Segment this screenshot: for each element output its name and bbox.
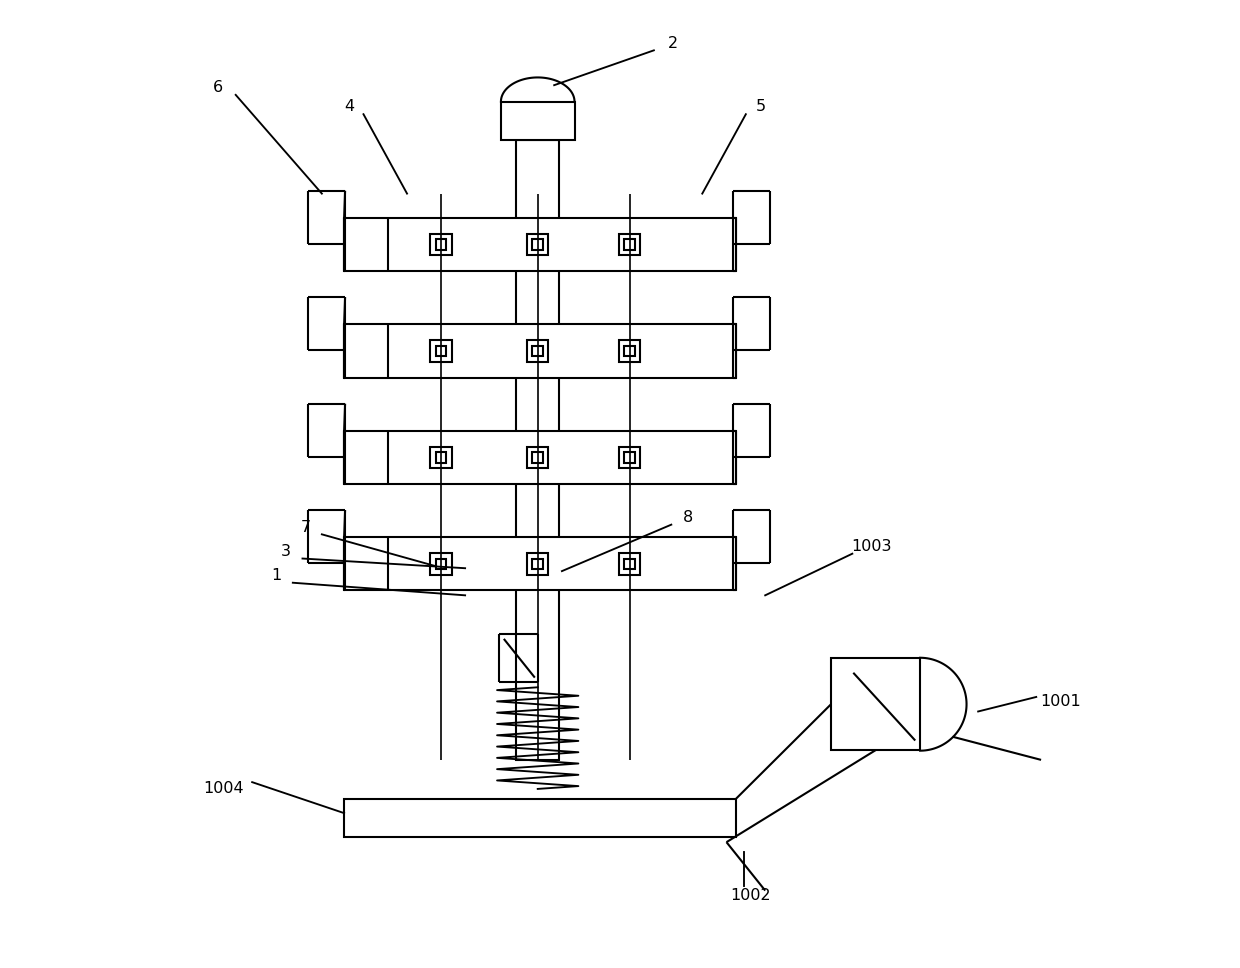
Bar (532, 239, 543, 250)
Bar (532, 452, 543, 463)
Bar (625, 559, 635, 569)
Bar (532, 559, 543, 569)
Text: 3: 3 (281, 544, 291, 560)
Bar (435, 452, 446, 463)
Text: 1002: 1002 (730, 888, 771, 903)
Text: 7: 7 (300, 520, 310, 535)
Text: 4: 4 (343, 99, 355, 114)
Bar (619, 553, 640, 575)
Bar (501, 102, 574, 140)
Bar (527, 233, 548, 255)
Text: 6: 6 (213, 79, 223, 95)
Bar (527, 340, 548, 361)
Bar (435, 239, 446, 250)
Text: 8: 8 (683, 510, 693, 526)
Bar (516, 140, 559, 760)
Bar (625, 452, 635, 463)
Bar (435, 559, 446, 569)
Bar (625, 346, 635, 356)
Bar (527, 553, 548, 575)
Bar (625, 239, 635, 250)
Text: 1: 1 (272, 568, 281, 584)
Bar (619, 233, 640, 255)
Bar (345, 218, 737, 271)
Bar (435, 346, 446, 356)
Bar (345, 431, 737, 484)
Bar (831, 658, 920, 750)
Bar (619, 446, 640, 468)
Text: 1001: 1001 (1040, 694, 1081, 710)
Text: 1004: 1004 (203, 781, 243, 797)
Text: 1003: 1003 (852, 539, 892, 555)
Text: 2: 2 (668, 36, 678, 51)
Bar (527, 446, 548, 468)
Bar (430, 553, 451, 575)
Bar (430, 446, 451, 468)
Bar (532, 346, 543, 356)
Bar (345, 537, 737, 590)
Bar (345, 799, 737, 837)
Bar (345, 324, 737, 378)
Bar (619, 340, 640, 361)
Text: 5: 5 (755, 99, 765, 114)
Bar (430, 340, 451, 361)
Bar (430, 233, 451, 255)
